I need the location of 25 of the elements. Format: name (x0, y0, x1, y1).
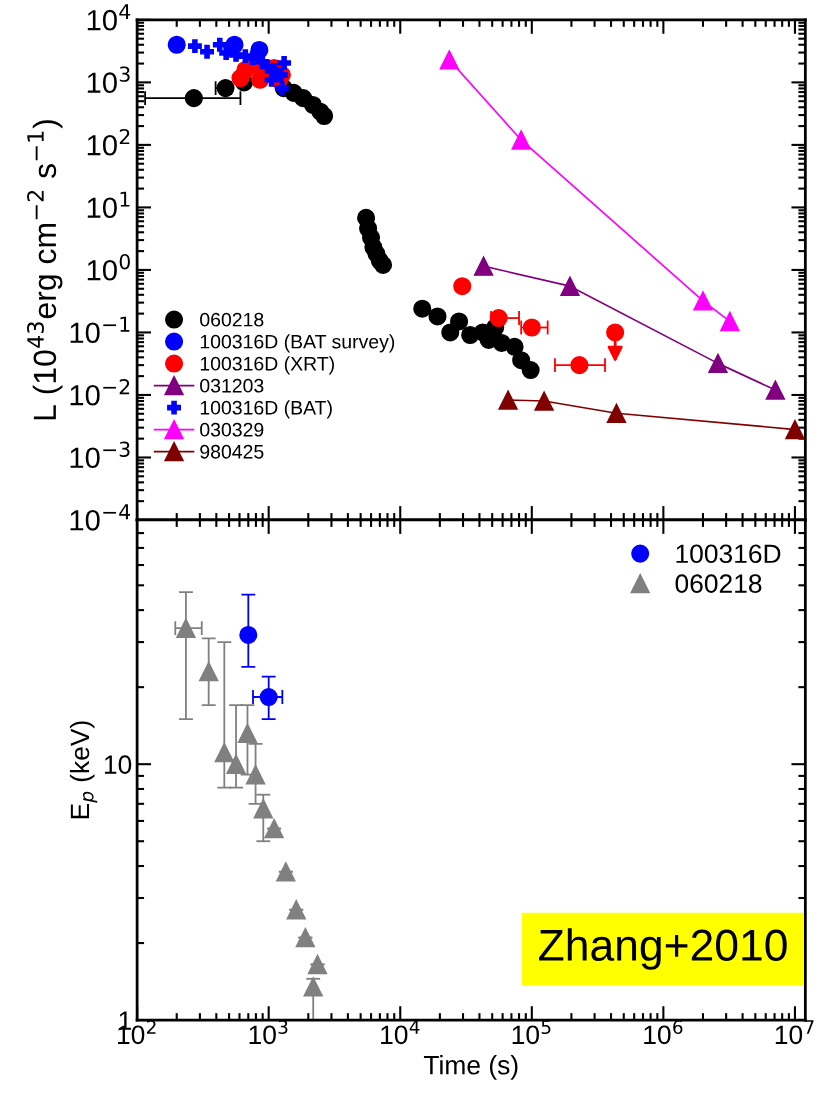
y-tick-label: 10$^{2}$ (87, 128, 130, 156)
y-tick-label: 10$^{3}$ (87, 66, 130, 94)
y-tick-label: 10$^{4}$ (87, 4, 131, 31)
x-tick-label: 10$^{4}$ (381, 1020, 420, 1045)
y-tick-label: 10$^{−4}$ (70, 504, 131, 531)
y-tick-label: 10 (104, 755, 132, 775)
y-tick-label: 10$^{−3}$ (70, 441, 130, 469)
y-tick-label: 10$^{−2}$ (70, 378, 130, 406)
legend-label: 060218 (200, 312, 264, 327)
x-tick-label: 10$^{7}$ (775, 1020, 814, 1045)
x-axis-title: Time (s) (423, 1055, 518, 1080)
legend-label: 100316D (BAT survey) (200, 334, 395, 353)
y-axis-title: L (10$^{43}$erg cm$^{−2}$ s$^{−1}$) (27, 120, 63, 420)
y-axis-title: E$_{p}$ (keV) (69, 721, 98, 819)
y-tick-label: 10$^{−1}$ (70, 316, 130, 344)
annotation: Zhang+2010 (539, 928, 787, 970)
legend-label: 060218 (675, 574, 762, 593)
y-tick-label: 10$^{1}$ (87, 191, 130, 219)
legend-label: 100316D (BAT) (200, 400, 332, 419)
legend-label: 100316D (676, 544, 781, 564)
legend-label: 980425 (200, 444, 264, 459)
legend-label: 100316D (XRT) (200, 356, 334, 375)
y-tick-label: 10$^{0}$ (87, 253, 130, 281)
legend-label: 031203 (200, 378, 264, 393)
legend-label: 030329 (200, 422, 264, 437)
